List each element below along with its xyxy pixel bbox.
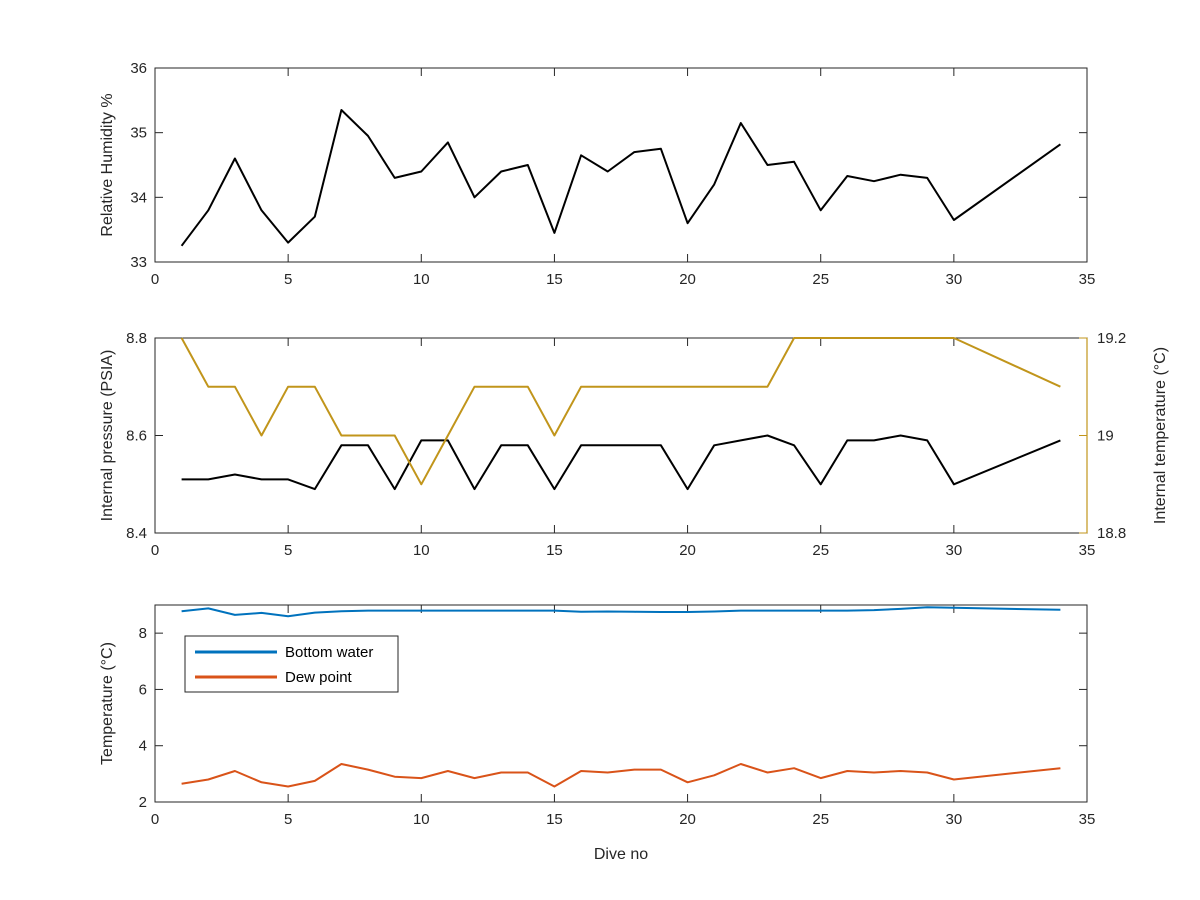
- x-tick-label: 25: [812, 271, 829, 288]
- series-1-line: [180, 109, 1061, 247]
- y-tick-label: 8.8: [126, 330, 147, 347]
- subplot-2: 0 5 10 15 20 25 30 35 8.4 8.6 8.8 18.8 19 19.2 Interna…: [99, 330, 1169, 559]
- x-tick-label: 0: [151, 542, 159, 559]
- subplot-1: 0 5 10 15 20 25 30 35 33 34 35 36 Relative Humidity …: [99, 60, 1095, 288]
- y2-axis-label: Internal temperature (°C): [1152, 347, 1169, 524]
- x-tick-label: 15: [546, 811, 563, 828]
- y-axis-label: Internal pressure (PSIA): [99, 350, 116, 522]
- x-tick-label: 10: [413, 542, 430, 559]
- x-tick-label: 0: [151, 811, 159, 828]
- x-tick-label: 30: [946, 271, 963, 288]
- x-tick-label: 30: [946, 542, 963, 559]
- bottom-water-line: [181, 606, 1061, 618]
- x-tick-label: 20: [679, 542, 696, 559]
- x-tick-label: 25: [812, 542, 829, 559]
- x-tick-label: 15: [546, 542, 563, 559]
- x-tick-label: 35: [1079, 271, 1096, 288]
- y2-tick-label: 19: [1097, 428, 1114, 445]
- x-tick-label: 35: [1079, 542, 1096, 559]
- subplot-3: 0 5 10 15 20 25 30 35 2 4 6 8 Temperature (°C) Dive n…: [99, 604, 1096, 863]
- x-tick-label: 30: [946, 811, 963, 828]
- y-axis-label: Temperature (°C): [99, 642, 116, 765]
- y-tick-label: 6: [139, 681, 147, 698]
- y-tick-label: 8: [139, 625, 147, 642]
- y-tick-label: 36: [130, 60, 147, 77]
- y-tick-label: 8.4: [126, 525, 147, 542]
- legend-label: Dew point: [285, 669, 353, 686]
- x-tick-label: 0: [151, 271, 159, 288]
- x-tick-label: 10: [413, 271, 430, 288]
- y-tick-label: 2: [139, 794, 147, 811]
- y-axis-label: Relative Humidity %: [99, 93, 116, 236]
- y2-tick-label: 19.2: [1097, 330, 1126, 347]
- y-tick-label: 33: [130, 254, 147, 271]
- legend-label: Bottom water: [285, 644, 373, 661]
- x-tick-label: 5: [284, 811, 292, 828]
- y2-tick-label: 18.8: [1097, 525, 1126, 542]
- x-tick-label: 25: [812, 811, 829, 828]
- y-tick-label: 8.6: [126, 428, 147, 445]
- y-tick-label: 35: [130, 125, 147, 142]
- plot-area: [154, 67, 1088, 263]
- x-axis-label: Dive no: [594, 846, 648, 863]
- legend: Bottom water Dew point: [184, 635, 399, 693]
- dew-point-line: [181, 763, 1061, 788]
- legend-box: [184, 635, 399, 693]
- series-1-line: [181, 434, 1061, 491]
- y-tick-label: 34: [130, 189, 147, 206]
- plot-area: [154, 604, 1088, 803]
- x-tick-label: 20: [679, 271, 696, 288]
- y-tick-label: 4: [139, 738, 147, 755]
- x-tick-label: 5: [284, 271, 292, 288]
- x-tick-label: 10: [413, 811, 430, 828]
- x-tick-label: 15: [546, 271, 563, 288]
- series-2-line: [180, 337, 1061, 486]
- x-tick-label: 20: [679, 811, 696, 828]
- x-tick-label: 5: [284, 542, 292, 559]
- x-tick-label: 35: [1079, 811, 1096, 828]
- plot-area: [154, 337, 1088, 534]
